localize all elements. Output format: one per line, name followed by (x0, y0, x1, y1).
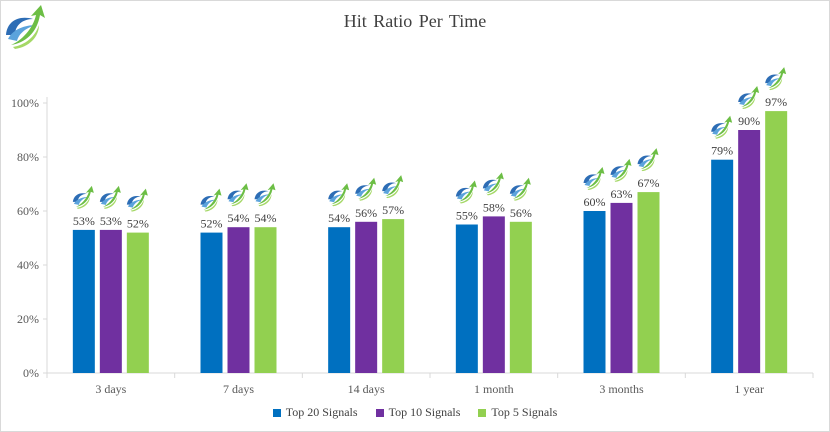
y-tick-label: 60% (17, 204, 39, 218)
data-label: 56% (510, 206, 532, 220)
legend-swatch (478, 408, 487, 417)
y-tick-label: 80% (17, 150, 39, 164)
y-tick-label: 0% (23, 366, 39, 380)
arrow-swoosh-icon (200, 188, 222, 212)
legend-swatch (272, 408, 281, 417)
bar (509, 221, 532, 373)
bar (738, 130, 761, 373)
arrow-swoosh-icon (126, 188, 148, 212)
arrow-swoosh-icon (482, 172, 504, 196)
data-labels: 53% 53% 52% 52% 54% 54% 54% 56% 57% 55% 58% 56% 60% 6… (73, 95, 787, 231)
bar (227, 227, 250, 373)
data-label: 53% (100, 214, 122, 228)
arrow-swoosh-icon (637, 148, 659, 172)
bar (482, 216, 505, 373)
bar (126, 232, 149, 373)
arrow-swoosh-icon (583, 167, 605, 190)
bar (583, 211, 606, 373)
data-label: 67% (638, 176, 660, 190)
bar (254, 227, 277, 373)
x-tick-label: 3 days (95, 382, 126, 396)
legend-item-top-10: Top 10 Signals (375, 405, 461, 420)
arrow-swoosh-icon (765, 67, 787, 91)
bar (200, 232, 223, 373)
bar (382, 219, 405, 373)
data-label: 52% (201, 217, 223, 231)
y-axis: 0% 20% 40% 60% 80% 100% (11, 96, 48, 380)
data-label: 56% (355, 206, 377, 220)
arrow-swoosh-icon (328, 183, 350, 207)
x-tick-label: 1 year (734, 382, 764, 396)
chart-title: Hit Ratio Per Time (343, 11, 487, 31)
data-label: 79% (711, 144, 733, 158)
arrow-swoosh-icon (711, 115, 733, 139)
arrow-swoosh-icon (254, 183, 276, 207)
legend-label: Top 20 Signals (285, 405, 358, 419)
data-label: 63% (611, 187, 633, 201)
data-label: 57% (382, 203, 404, 217)
data-label: 60% (584, 195, 606, 209)
y-tick-label: 40% (17, 258, 39, 272)
bar (355, 221, 378, 373)
bar (72, 229, 95, 373)
legend: Top 20 Signals Top 10 Signals Top 5 Sign… (1, 405, 829, 420)
bar-marker-icons (72, 67, 787, 212)
data-label: 54% (255, 211, 277, 225)
logo-icon (6, 5, 45, 49)
arrow-swoosh-icon (738, 86, 760, 109)
data-label: 58% (483, 200, 505, 214)
data-label: 54% (328, 211, 350, 225)
bar (610, 202, 633, 373)
arrow-swoosh-icon (99, 185, 121, 209)
legend-item-top-20: Top 20 Signals (272, 405, 358, 420)
arrow-swoosh-icon (610, 158, 632, 182)
x-tick-label: 3 months (599, 382, 644, 396)
data-label: 53% (73, 214, 95, 228)
arrow-swoosh-icon (382, 175, 404, 199)
y-tick-label: 20% (17, 312, 39, 326)
arrow-swoosh-icon (227, 183, 249, 207)
bar (455, 224, 478, 373)
arrow-swoosh-icon (509, 177, 531, 201)
x-axis: 3 days 7 days 14 days 1 month 3 months 1 year (46, 372, 814, 396)
bar (711, 159, 734, 373)
data-label: 55% (456, 209, 478, 223)
arrow-swoosh-icon (355, 177, 377, 201)
x-tick-label: 7 days (223, 382, 254, 396)
y-tick-label: 100% (11, 96, 39, 110)
data-label: 52% (127, 217, 149, 231)
x-tick-label: 14 days (348, 382, 385, 396)
legend-item-top-5: Top 5 Signals (478, 405, 557, 420)
arrow-swoosh-icon (455, 180, 477, 204)
bar (328, 227, 351, 373)
bar (99, 229, 122, 373)
legend-label: Top 5 Signals (491, 405, 558, 419)
data-label: 97% (765, 95, 787, 109)
data-label: 90% (738, 114, 760, 128)
bar (637, 192, 660, 373)
data-label: 54% (228, 211, 250, 225)
bar (765, 111, 788, 373)
bars (72, 111, 788, 373)
legend-label: Top 10 Signals (388, 405, 461, 419)
chart-plot: 0% 20% 40% 60% 80% 100% 3 days 7 days 14 days 1 … (11, 67, 814, 396)
legend-swatch (375, 408, 384, 417)
x-tick-label: 1 month (474, 382, 514, 396)
arrow-swoosh-icon (72, 185, 94, 209)
